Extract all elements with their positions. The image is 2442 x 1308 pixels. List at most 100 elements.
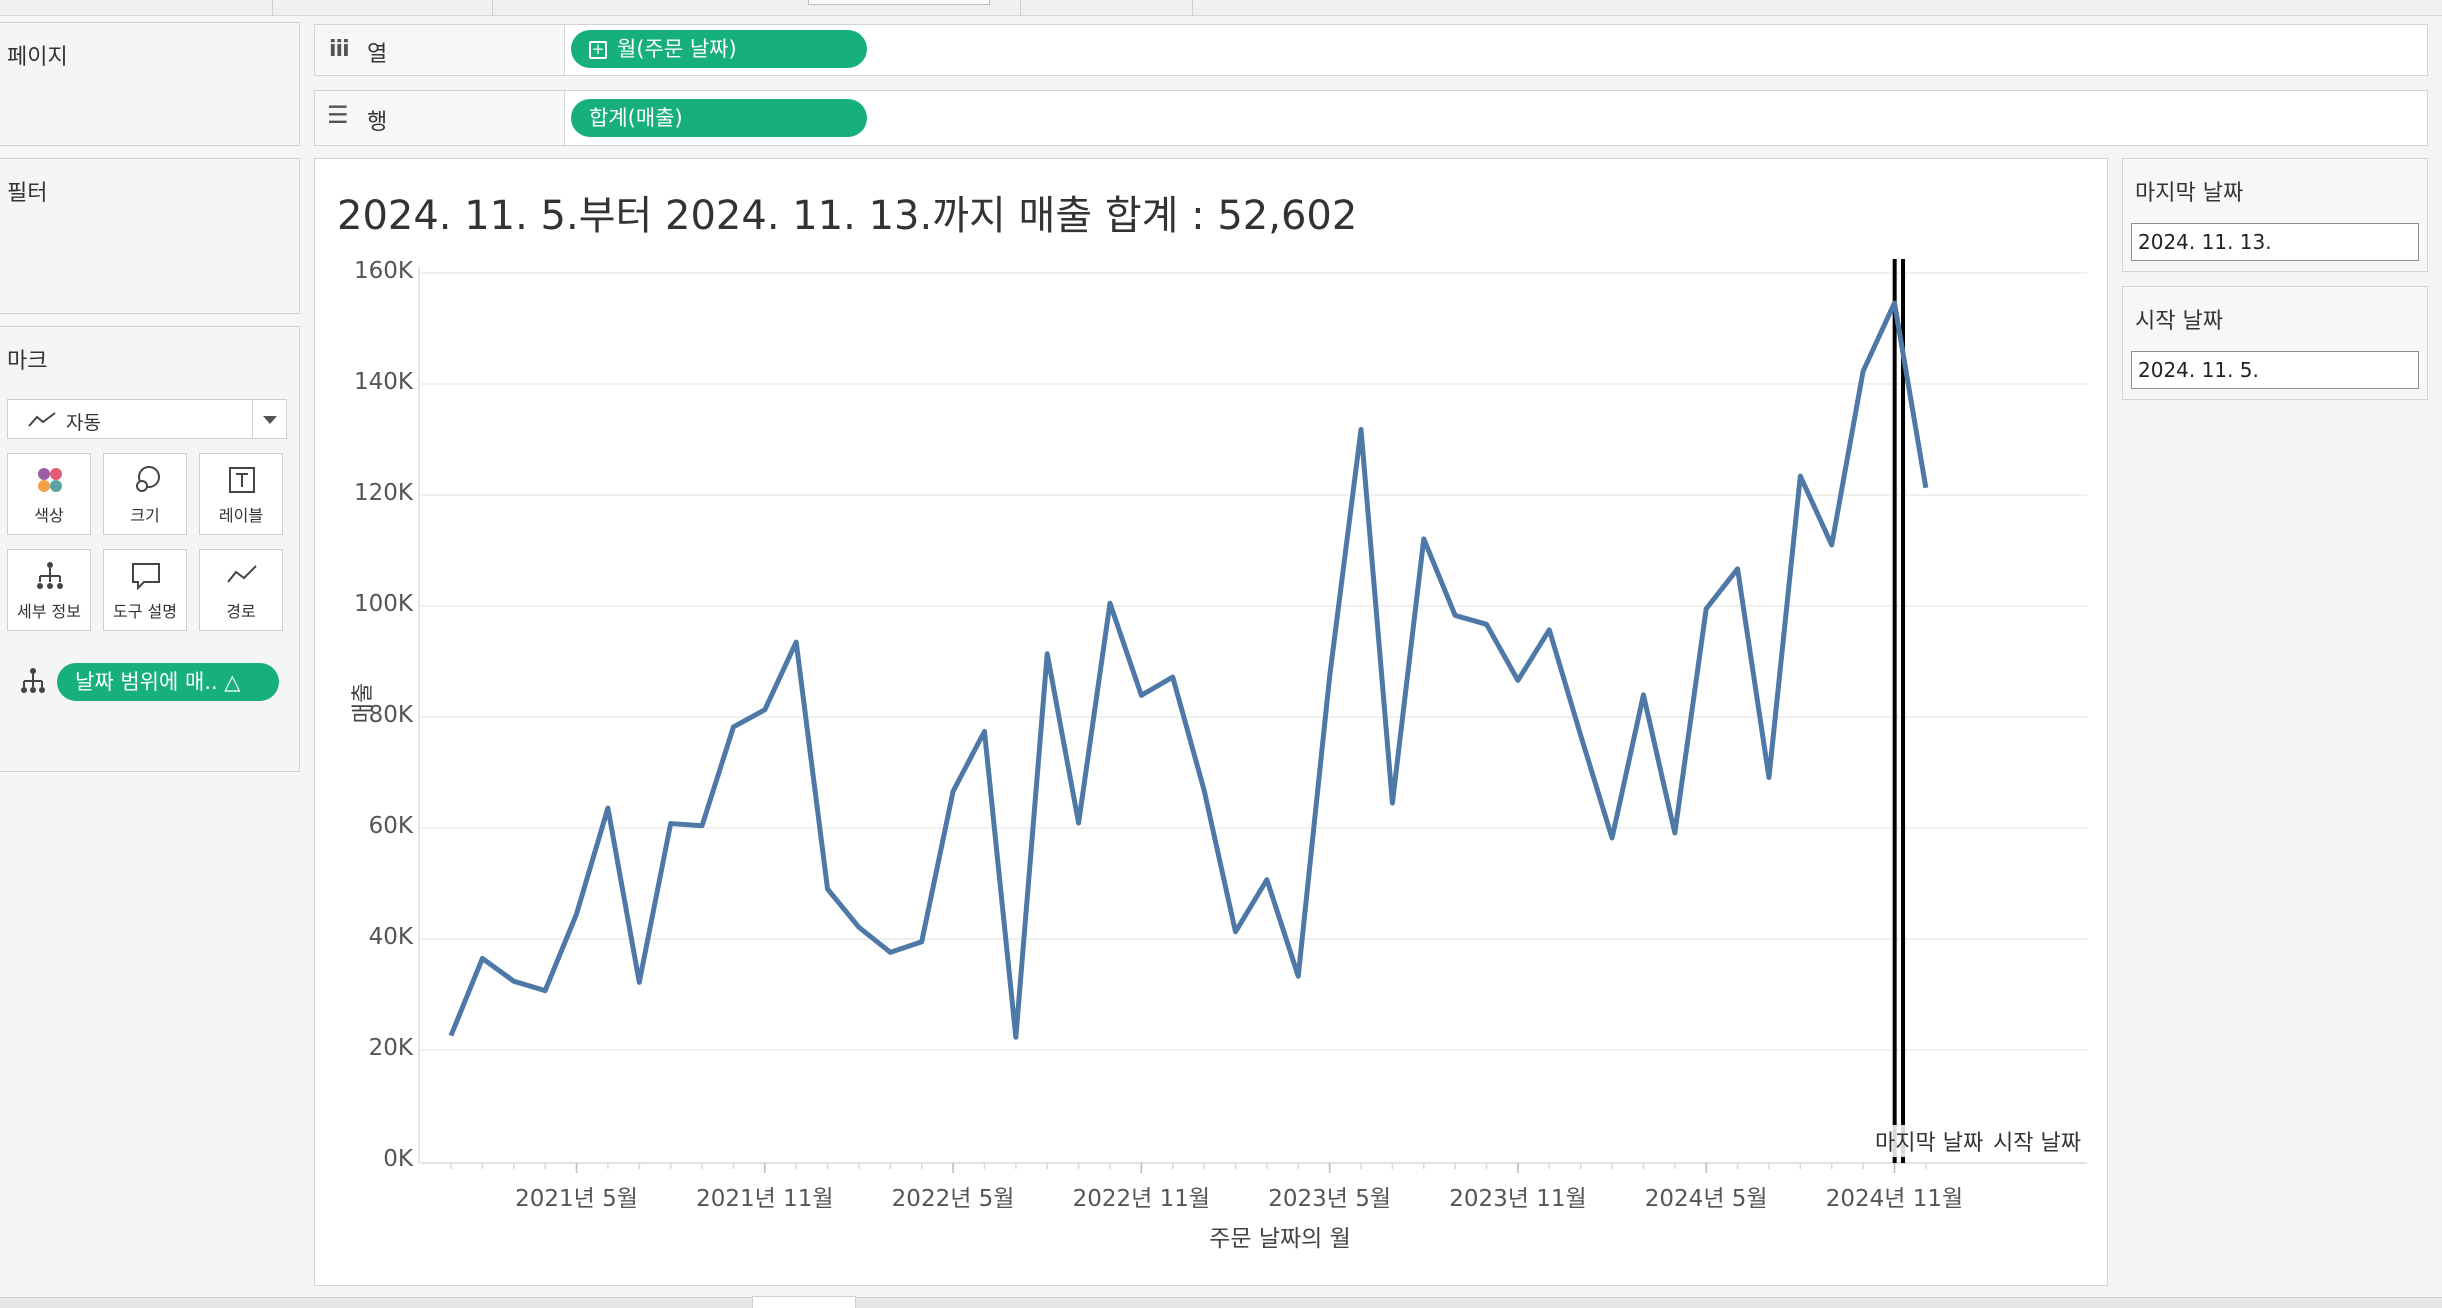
data-point xyxy=(1043,650,1051,658)
data-point xyxy=(918,938,926,946)
text-label-icon xyxy=(229,467,255,493)
data-point xyxy=(1922,484,1930,492)
sheet-tabs-strip[interactable] xyxy=(0,1296,2442,1308)
label-label: 레이블 xyxy=(218,506,264,525)
columns-pill[interactable]: + 월(주문 날짜) xyxy=(571,30,867,68)
detail-field-icon xyxy=(21,668,45,693)
x-tick-label: 2022년 11월 xyxy=(1072,1186,1211,1212)
end-date-title: 마지막 날짜 xyxy=(2135,181,2244,206)
x-tick-label: 2024년 5월 xyxy=(1644,1186,1768,1212)
label-button[interactable]: 레이블 xyxy=(199,453,283,535)
data-point xyxy=(1263,876,1271,884)
color-icon xyxy=(38,468,62,492)
mark-type-select[interactable]: 자동 xyxy=(7,399,287,439)
toolbar-divider xyxy=(1192,0,1193,16)
data-point xyxy=(604,804,612,812)
path-label: 경로 xyxy=(226,602,256,621)
tooltip-button[interactable]: 도구 설명 xyxy=(103,549,187,631)
data-point xyxy=(886,948,894,956)
marks-card[interactable]: 마크 자동 색상 크기 레이블 세부 정보 xyxy=(0,326,300,772)
start-date-parameter[interactable]: 시작 날짜 2024. 11. 5. xyxy=(2122,286,2428,400)
data-point xyxy=(949,787,957,795)
data-point xyxy=(1200,786,1208,794)
data-point xyxy=(1012,1033,1020,1041)
y-tick-label: 40K xyxy=(368,924,413,950)
data-point xyxy=(1483,620,1491,628)
data-point xyxy=(1451,611,1459,619)
data-point xyxy=(1671,829,1679,837)
filters-card[interactable]: 필터 xyxy=(0,158,300,314)
data-point xyxy=(1232,928,1240,936)
data-point xyxy=(1388,799,1396,807)
reference-lines xyxy=(1892,259,1906,1163)
x-tick-label: 2021년 11월 xyxy=(696,1186,834,1212)
data-point xyxy=(792,638,800,646)
line-mark-icon xyxy=(28,412,56,427)
data-point xyxy=(1796,472,1804,480)
columns-label-area: iii 열 xyxy=(315,25,565,75)
sales-series-line xyxy=(448,300,1929,1040)
data-point xyxy=(980,727,988,735)
data-point xyxy=(698,822,706,830)
detail-hierarchy-icon xyxy=(37,562,63,589)
data-point xyxy=(1734,565,1742,573)
data-point xyxy=(635,978,643,986)
data-point xyxy=(1890,299,1898,307)
data-point xyxy=(1137,691,1145,699)
data-point xyxy=(1106,599,1114,607)
chart-panel[interactable]: 2024. 11. 5.부터 2024. 11. 13.까지 매출 합계 : 5… xyxy=(314,158,2108,1286)
data-point xyxy=(1514,676,1522,684)
detail-label: 세부 정보 xyxy=(17,602,81,621)
x-tick-label: 2023년 11월 xyxy=(1449,1186,1587,1212)
x-tick-label: 2021년 5월 xyxy=(515,1186,638,1212)
dropdown-divider xyxy=(252,400,253,438)
path-line-icon xyxy=(227,565,257,583)
pages-title: 페이지 xyxy=(7,45,68,70)
columns-pill-label: 월(주문 날짜) xyxy=(617,37,737,61)
data-point xyxy=(1075,819,1083,827)
end-date-input[interactable]: 2024. 11. 13. xyxy=(2131,223,2419,261)
y-tick-label: 20K xyxy=(368,1035,413,1061)
columns-label: 열 xyxy=(367,42,388,67)
y-axis-title: 매출 xyxy=(351,682,377,724)
data-point xyxy=(1357,426,1365,434)
toolbar-divider xyxy=(492,0,493,16)
columns-icon: iii xyxy=(329,37,350,62)
rows-icon: ☰ xyxy=(327,101,349,129)
columns-shelf[interactable]: iii 열 + 월(주문 날짜) xyxy=(314,24,2428,76)
rows-label-area: ☰ 행 xyxy=(315,91,565,145)
pages-card[interactable]: 페이지 xyxy=(0,22,300,146)
end-date-parameter[interactable]: 마지막 날짜 2024. 11. 13. xyxy=(2122,158,2428,272)
toolbar-box[interactable] xyxy=(808,0,990,5)
data-point xyxy=(1608,834,1616,842)
gridlines xyxy=(421,272,2087,1051)
chart-title: 2024. 11. 5.부터 2024. 11. 13.까지 매출 합계 : 5… xyxy=(337,193,1358,239)
data-point xyxy=(1859,367,1867,375)
y-tick-label: 0K xyxy=(383,1146,413,1172)
detail-field-pill-label: 날짜 범위에 매.. △ xyxy=(75,670,241,694)
rows-pill[interactable]: 합계(매출) xyxy=(571,99,867,137)
data-point xyxy=(729,723,737,731)
start-date-input[interactable]: 2024. 11. 5. xyxy=(2131,351,2419,389)
detail-button[interactable]: 세부 정보 xyxy=(7,549,91,631)
color-button[interactable]: 색상 xyxy=(7,453,91,535)
data-point xyxy=(1545,626,1553,634)
x-tick-label: 2022년 5월 xyxy=(891,1186,1015,1212)
detail-field-pill[interactable]: 날짜 범위에 매.. △ xyxy=(57,663,279,701)
path-button[interactable]: 경로 xyxy=(199,549,283,631)
x-axis-title: 주문 날짜의 월 xyxy=(1209,1226,1351,1252)
size-label: 크기 xyxy=(130,506,160,525)
mark-type-label: 자동 xyxy=(66,412,101,434)
rows-shelf[interactable]: ☰ 행 합계(매출) xyxy=(314,90,2428,146)
color-label: 색상 xyxy=(34,506,64,525)
data-point xyxy=(541,987,549,995)
size-button[interactable]: 크기 xyxy=(103,453,187,535)
data-point xyxy=(1765,773,1773,781)
toolbar-divider xyxy=(272,0,273,16)
sheet-tab-active[interactable] xyxy=(752,1296,856,1308)
line-chart[interactable] xyxy=(315,159,2109,1287)
series-layer xyxy=(448,299,1930,1041)
data-point xyxy=(510,977,518,985)
data-point xyxy=(1294,972,1302,980)
chevron-down-icon[interactable] xyxy=(262,415,278,425)
